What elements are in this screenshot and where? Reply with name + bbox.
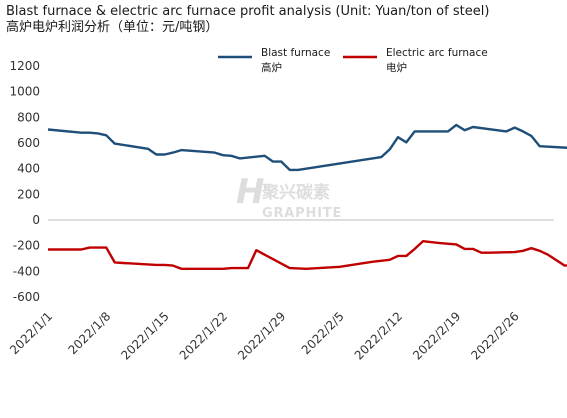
x-tick-label: 2022/2/5 — [299, 309, 347, 357]
y-tick-label: 400 — [17, 162, 40, 176]
legend: Blast furnace 高炉 Electric arc furnace 电炉 — [218, 47, 488, 74]
legend-label-zh: 电炉 — [386, 61, 407, 74]
y-tick-label: -600 — [13, 290, 40, 304]
x-axis-labels: 2022/1/1 2022/1/8 2022/1/15 2022/1/22 2022/1… — [7, 309, 522, 362]
x-tick-label: 2022/1/1 — [7, 309, 55, 357]
y-tick-label: 0 — [32, 213, 40, 227]
chart-title: Blast furnace & electric arc furnace pro… — [6, 4, 490, 19]
watermark-text-zh: 聚兴碳素 — [261, 182, 330, 203]
y-tick-label: 800 — [17, 110, 40, 124]
y-tick-label: 1000 — [9, 85, 40, 99]
legend-item: Electric arc furnace 电炉 — [343, 47, 488, 74]
blast-furnace-line — [47, 123, 567, 172]
legend-item: Blast furnace 高炉 — [218, 47, 330, 74]
x-tick-label: 2022/1/8 — [65, 309, 113, 357]
y-tick-label: -200 — [13, 239, 40, 253]
chart-subtitle: 高炉电炉利润分析（单位：元/吨钢） — [6, 20, 219, 35]
y-tick-label: 200 — [17, 187, 40, 201]
legend-label: Electric arc furnace — [386, 47, 488, 59]
x-tick-label: 2022/2/26 — [468, 309, 521, 362]
legend-label: Blast furnace — [261, 47, 330, 59]
watermark-monogram-icon: H — [236, 172, 264, 212]
x-tick-label: 2022/2/19 — [410, 309, 463, 362]
electric-arc-furnace-line — [48, 240, 567, 270]
legend-label-zh: 高炉 — [261, 61, 282, 74]
series-lines — [47, 123, 567, 270]
watermark-text-en: GRAPHITE — [262, 206, 342, 221]
y-tick-label: -400 — [13, 264, 40, 278]
y-tick-label: 600 — [17, 136, 40, 150]
x-tick-label: 2022/2/12 — [352, 309, 405, 362]
x-tick-label: 2022/1/22 — [177, 309, 230, 362]
x-tick-label: 2022/1/29 — [235, 309, 288, 362]
y-tick-label: 1200 — [9, 59, 40, 73]
y-axis-labels: 1200 1000 800 600 400 200 0 -200 -400 -600 — [9, 59, 40, 304]
x-tick-label: 2022/1/15 — [118, 309, 171, 362]
watermark-logo: H 聚兴碳素 GRAPHITE — [236, 172, 342, 221]
